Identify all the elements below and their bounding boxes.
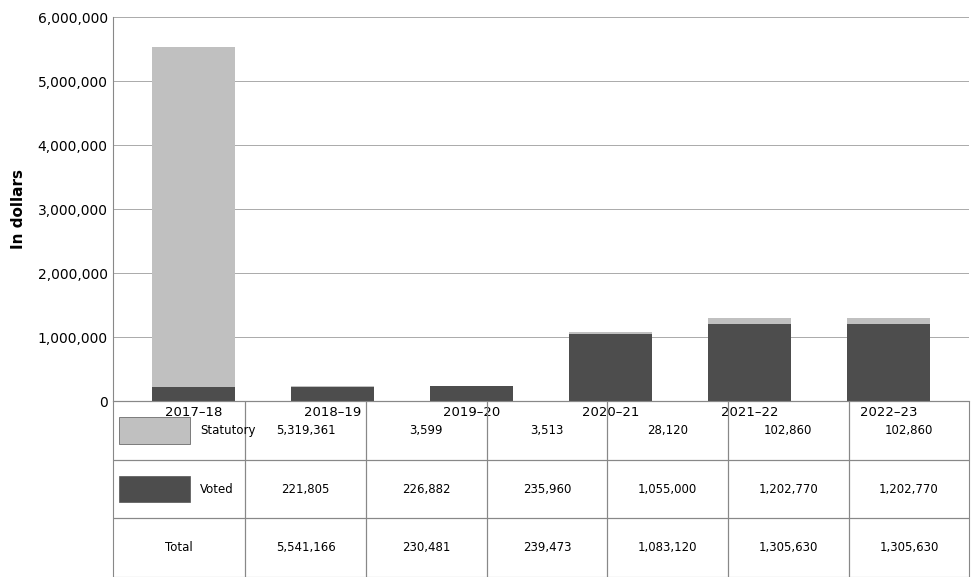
Bar: [728, 518, 848, 577]
Text: 3,599: 3,599: [409, 424, 443, 437]
Text: Statutory: Statutory: [200, 424, 255, 437]
Bar: [606, 518, 728, 577]
Bar: [366, 518, 486, 577]
Text: 102,860: 102,860: [763, 424, 812, 437]
Bar: [119, 417, 190, 444]
Bar: [366, 401, 486, 460]
Bar: [112, 460, 245, 518]
Bar: [846, 324, 929, 401]
Bar: [119, 476, 190, 502]
Bar: [366, 460, 486, 518]
Text: 1,055,000: 1,055,000: [638, 482, 696, 496]
Text: 102,860: 102,860: [884, 424, 932, 437]
Text: 230,481: 230,481: [402, 541, 450, 554]
Bar: [486, 460, 606, 518]
Text: 1,305,630: 1,305,630: [758, 541, 817, 554]
Text: Voted: Voted: [200, 482, 234, 496]
Bar: [728, 460, 848, 518]
Bar: [848, 518, 968, 577]
Bar: [429, 386, 512, 401]
Bar: [486, 518, 606, 577]
Bar: [245, 518, 366, 577]
Bar: [606, 460, 728, 518]
Bar: [152, 47, 235, 387]
Text: 3,513: 3,513: [530, 424, 563, 437]
Bar: [290, 387, 374, 401]
Bar: [112, 401, 245, 460]
Bar: [606, 401, 728, 460]
Text: 239,473: 239,473: [522, 541, 570, 554]
Bar: [848, 460, 968, 518]
Text: Total: Total: [165, 541, 193, 554]
Bar: [707, 324, 790, 401]
Text: 1,305,630: 1,305,630: [878, 541, 938, 554]
Bar: [846, 317, 929, 324]
Bar: [112, 518, 245, 577]
Bar: [707, 317, 790, 324]
Bar: [568, 334, 651, 401]
Text: 221,805: 221,805: [282, 482, 330, 496]
Bar: [152, 387, 235, 401]
Bar: [245, 401, 366, 460]
Bar: [848, 401, 968, 460]
Bar: [568, 332, 651, 334]
Text: 5,541,166: 5,541,166: [276, 541, 335, 554]
Text: 226,882: 226,882: [402, 482, 450, 496]
Bar: [486, 401, 606, 460]
Text: 5,319,361: 5,319,361: [276, 424, 335, 437]
Text: 1,202,770: 1,202,770: [878, 482, 938, 496]
Text: 1,202,770: 1,202,770: [758, 482, 818, 496]
Text: 235,960: 235,960: [522, 482, 570, 496]
Text: 1,083,120: 1,083,120: [638, 541, 696, 554]
Bar: [245, 460, 366, 518]
Text: 28,120: 28,120: [646, 424, 688, 437]
Bar: [728, 401, 848, 460]
Y-axis label: In dollars: In dollars: [12, 169, 26, 249]
